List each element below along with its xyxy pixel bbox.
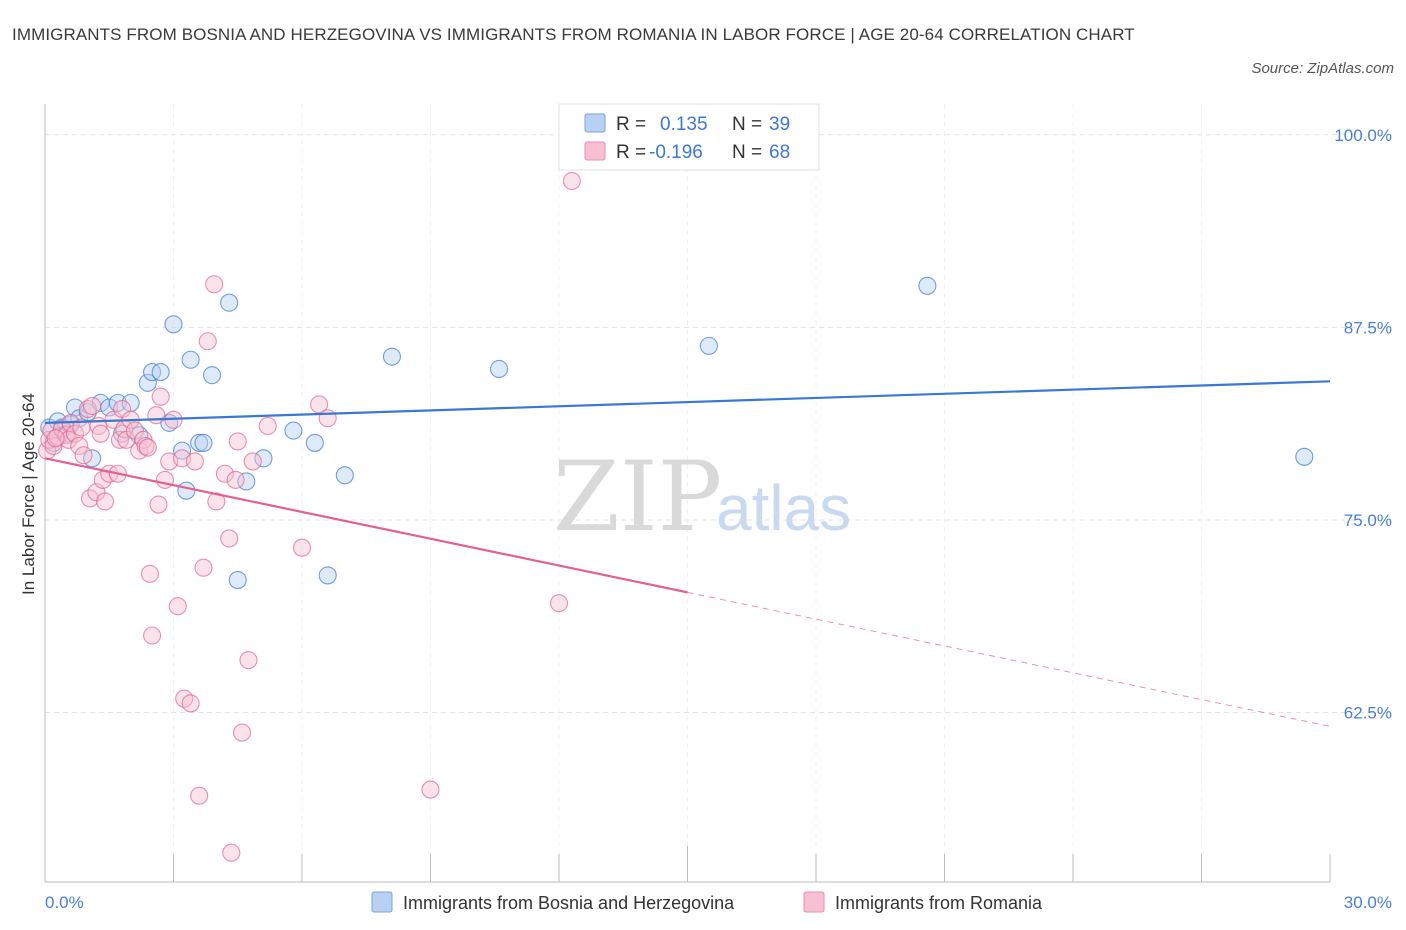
stats-legend: R = 0.135 N = 39 R = -0.196 N = 68	[558, 103, 820, 171]
romania-point	[194, 558, 213, 577]
romania-point	[222, 843, 241, 862]
romania-point	[310, 395, 329, 414]
romania-point	[549, 594, 569, 613]
bottom-legend-label-blue: Immigrants from Bosnia and Herzegovina	[403, 893, 735, 913]
romania-point	[168, 597, 187, 616]
romania-point	[232, 723, 252, 742]
bosnia-point	[151, 363, 170, 382]
romania-point	[292, 538, 312, 557]
bosnia-point	[335, 466, 354, 485]
bosnia-point	[194, 433, 213, 452]
romania-point	[110, 430, 130, 449]
bosnia-point	[164, 315, 183, 334]
romania-point	[226, 470, 245, 489]
romania-point	[70, 436, 89, 456]
romania-point	[421, 780, 440, 799]
romania-point	[155, 470, 174, 489]
legend-r-label: R =	[616, 142, 646, 163]
bosnia-point	[138, 373, 157, 392]
y-tick-label: 62.5%	[1344, 704, 1392, 723]
bosnia-point	[1295, 447, 1314, 466]
legend-r-label: R =	[616, 114, 646, 135]
legend-n-label: N =	[732, 142, 762, 163]
legend-n-value-blue: 39	[769, 114, 790, 135]
romania-point	[220, 529, 239, 548]
bosnia-point	[489, 359, 509, 379]
axes	[44, 104, 1331, 883]
romania-point	[140, 564, 159, 583]
romania-point	[91, 424, 110, 443]
bosnia-point	[305, 433, 324, 452]
x-tick-label-max: 30.0%	[1344, 893, 1392, 912]
romania-point	[181, 694, 200, 713]
legend-n-value-pink: 68	[769, 142, 790, 163]
bosnia-point	[284, 421, 303, 440]
romania-point	[198, 332, 217, 351]
romania-point	[74, 446, 93, 465]
romania-point	[228, 432, 247, 451]
romania-point	[138, 438, 157, 457]
romania-point	[83, 396, 102, 416]
bosnia-point	[318, 566, 337, 585]
series-legend: Immigrants from Bosnia and Herzegovina I…	[371, 891, 1043, 913]
y-axis-label: In Labor Force | Age 20-64	[19, 393, 38, 595]
bosnia-point	[254, 449, 273, 468]
y-tick-label: 75.0%	[1344, 511, 1392, 530]
x-tick-labels: 0.0% 30.0%	[45, 893, 1392, 912]
romania-point	[185, 452, 204, 471]
romania-point	[258, 416, 277, 436]
romania-point	[46, 429, 65, 448]
romania-point	[175, 689, 194, 708]
romania-point	[215, 464, 234, 483]
romania-point	[147, 406, 166, 425]
bosnia-point	[190, 433, 209, 452]
y-tick-labels: 100.0% 87.5% 75.0% 62.5%	[1334, 126, 1392, 723]
bosnia-point	[228, 570, 247, 590]
watermark-zip: ZIP	[553, 441, 722, 553]
bosnia-point	[699, 336, 718, 355]
source-credit: Source: ZipAtlas.com	[1251, 60, 1394, 77]
romania-point	[243, 452, 262, 471]
romania-point	[95, 492, 115, 511]
bottom-legend-swatch-blue	[371, 891, 393, 913]
bottom-legend-label-pink: Immigrants from Romania	[835, 893, 1043, 913]
legend-swatch-pink	[584, 141, 606, 161]
legend-swatch-blue	[584, 113, 606, 133]
legend-r-value-pink: -0.196	[649, 142, 703, 163]
romania-point	[205, 275, 224, 294]
bosnia-point	[173, 441, 192, 460]
romania-point	[190, 786, 209, 805]
legend-n-label: N =	[732, 114, 762, 135]
grid-lines	[45, 104, 1392, 882]
romania-point	[318, 409, 337, 428]
romania-point	[143, 626, 162, 645]
bosnia-point	[203, 366, 222, 385]
bosnia-point	[918, 276, 937, 295]
bosnia-point	[220, 293, 239, 312]
romania-trend-line	[44, 457, 688, 594]
bosnia-point	[177, 481, 196, 500]
y-tick-label: 87.5%	[1344, 318, 1392, 337]
legend-r-value-blue: 0.135	[660, 114, 708, 135]
bottom-legend-swatch-pink	[803, 891, 825, 913]
romania-trend-line-extension	[687, 591, 1331, 727]
bosnia-trend-line	[44, 380, 1331, 425]
romania-point	[151, 387, 170, 406]
x-tick-label-min: 0.0%	[45, 893, 84, 912]
y-tick-label: 100.0%	[1334, 126, 1392, 145]
romania-point	[239, 651, 258, 670]
chart-title: IMMIGRANTS FROM BOSNIA AND HERZEGOVINA V…	[12, 25, 1135, 44]
bosnia-point	[382, 347, 402, 366]
data-points	[38, 171, 1314, 862]
bosnia-point	[181, 350, 200, 369]
romania-point	[562, 171, 581, 191]
trend-lines	[44, 380, 1331, 727]
romania-point	[149, 495, 168, 514]
watermark-atlas: atlas	[716, 472, 851, 544]
